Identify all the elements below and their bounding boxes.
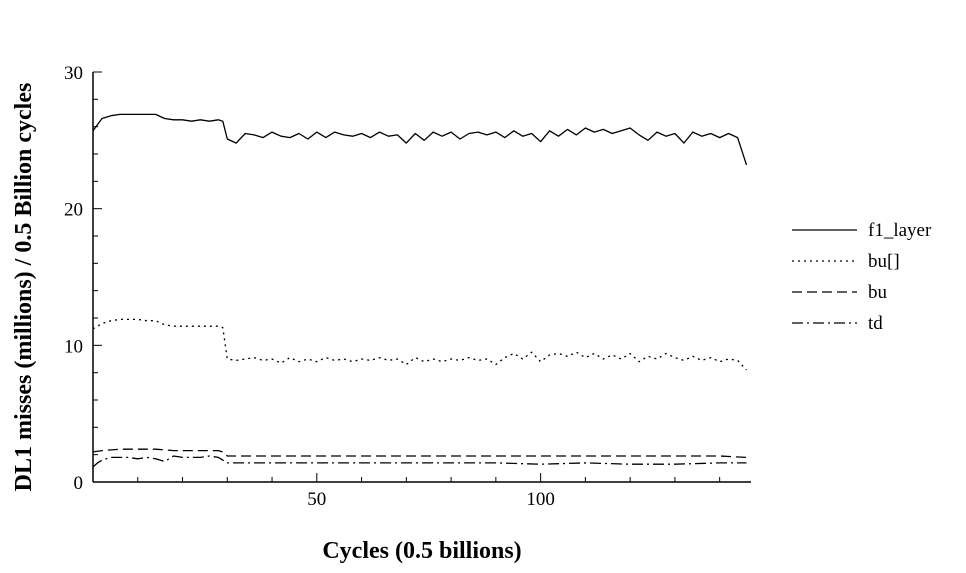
series-line (92, 448, 747, 459)
x-tick-label: 100 (526, 489, 555, 510)
y-tick-label: 20 (64, 200, 83, 221)
legend-label: bu[] (868, 251, 900, 272)
series-line (92, 318, 747, 371)
series-layer (92, 113, 748, 468)
legend-label: bu (868, 282, 888, 303)
chart-axes (92, 72, 751, 483)
axis-ticks: 0 10 20 30 50 100 (64, 63, 721, 510)
y-tick-label: 0 (74, 473, 84, 494)
y-tick-label: 10 (64, 336, 83, 357)
legend-label: td (868, 313, 883, 334)
series-line (92, 455, 747, 468)
legend-label: f1_layer (868, 220, 932, 241)
y-tick-label: 30 (64, 63, 83, 84)
legend: f1_layer bu[] bu td (792, 220, 932, 334)
series-line (92, 113, 748, 166)
x-tick-label: 50 (307, 489, 326, 510)
x-axis-title: Cycles (0.5 billions) (322, 538, 521, 564)
y-axis-title: DL1 misses (millions) / 0.5 Billion cycl… (11, 83, 37, 492)
